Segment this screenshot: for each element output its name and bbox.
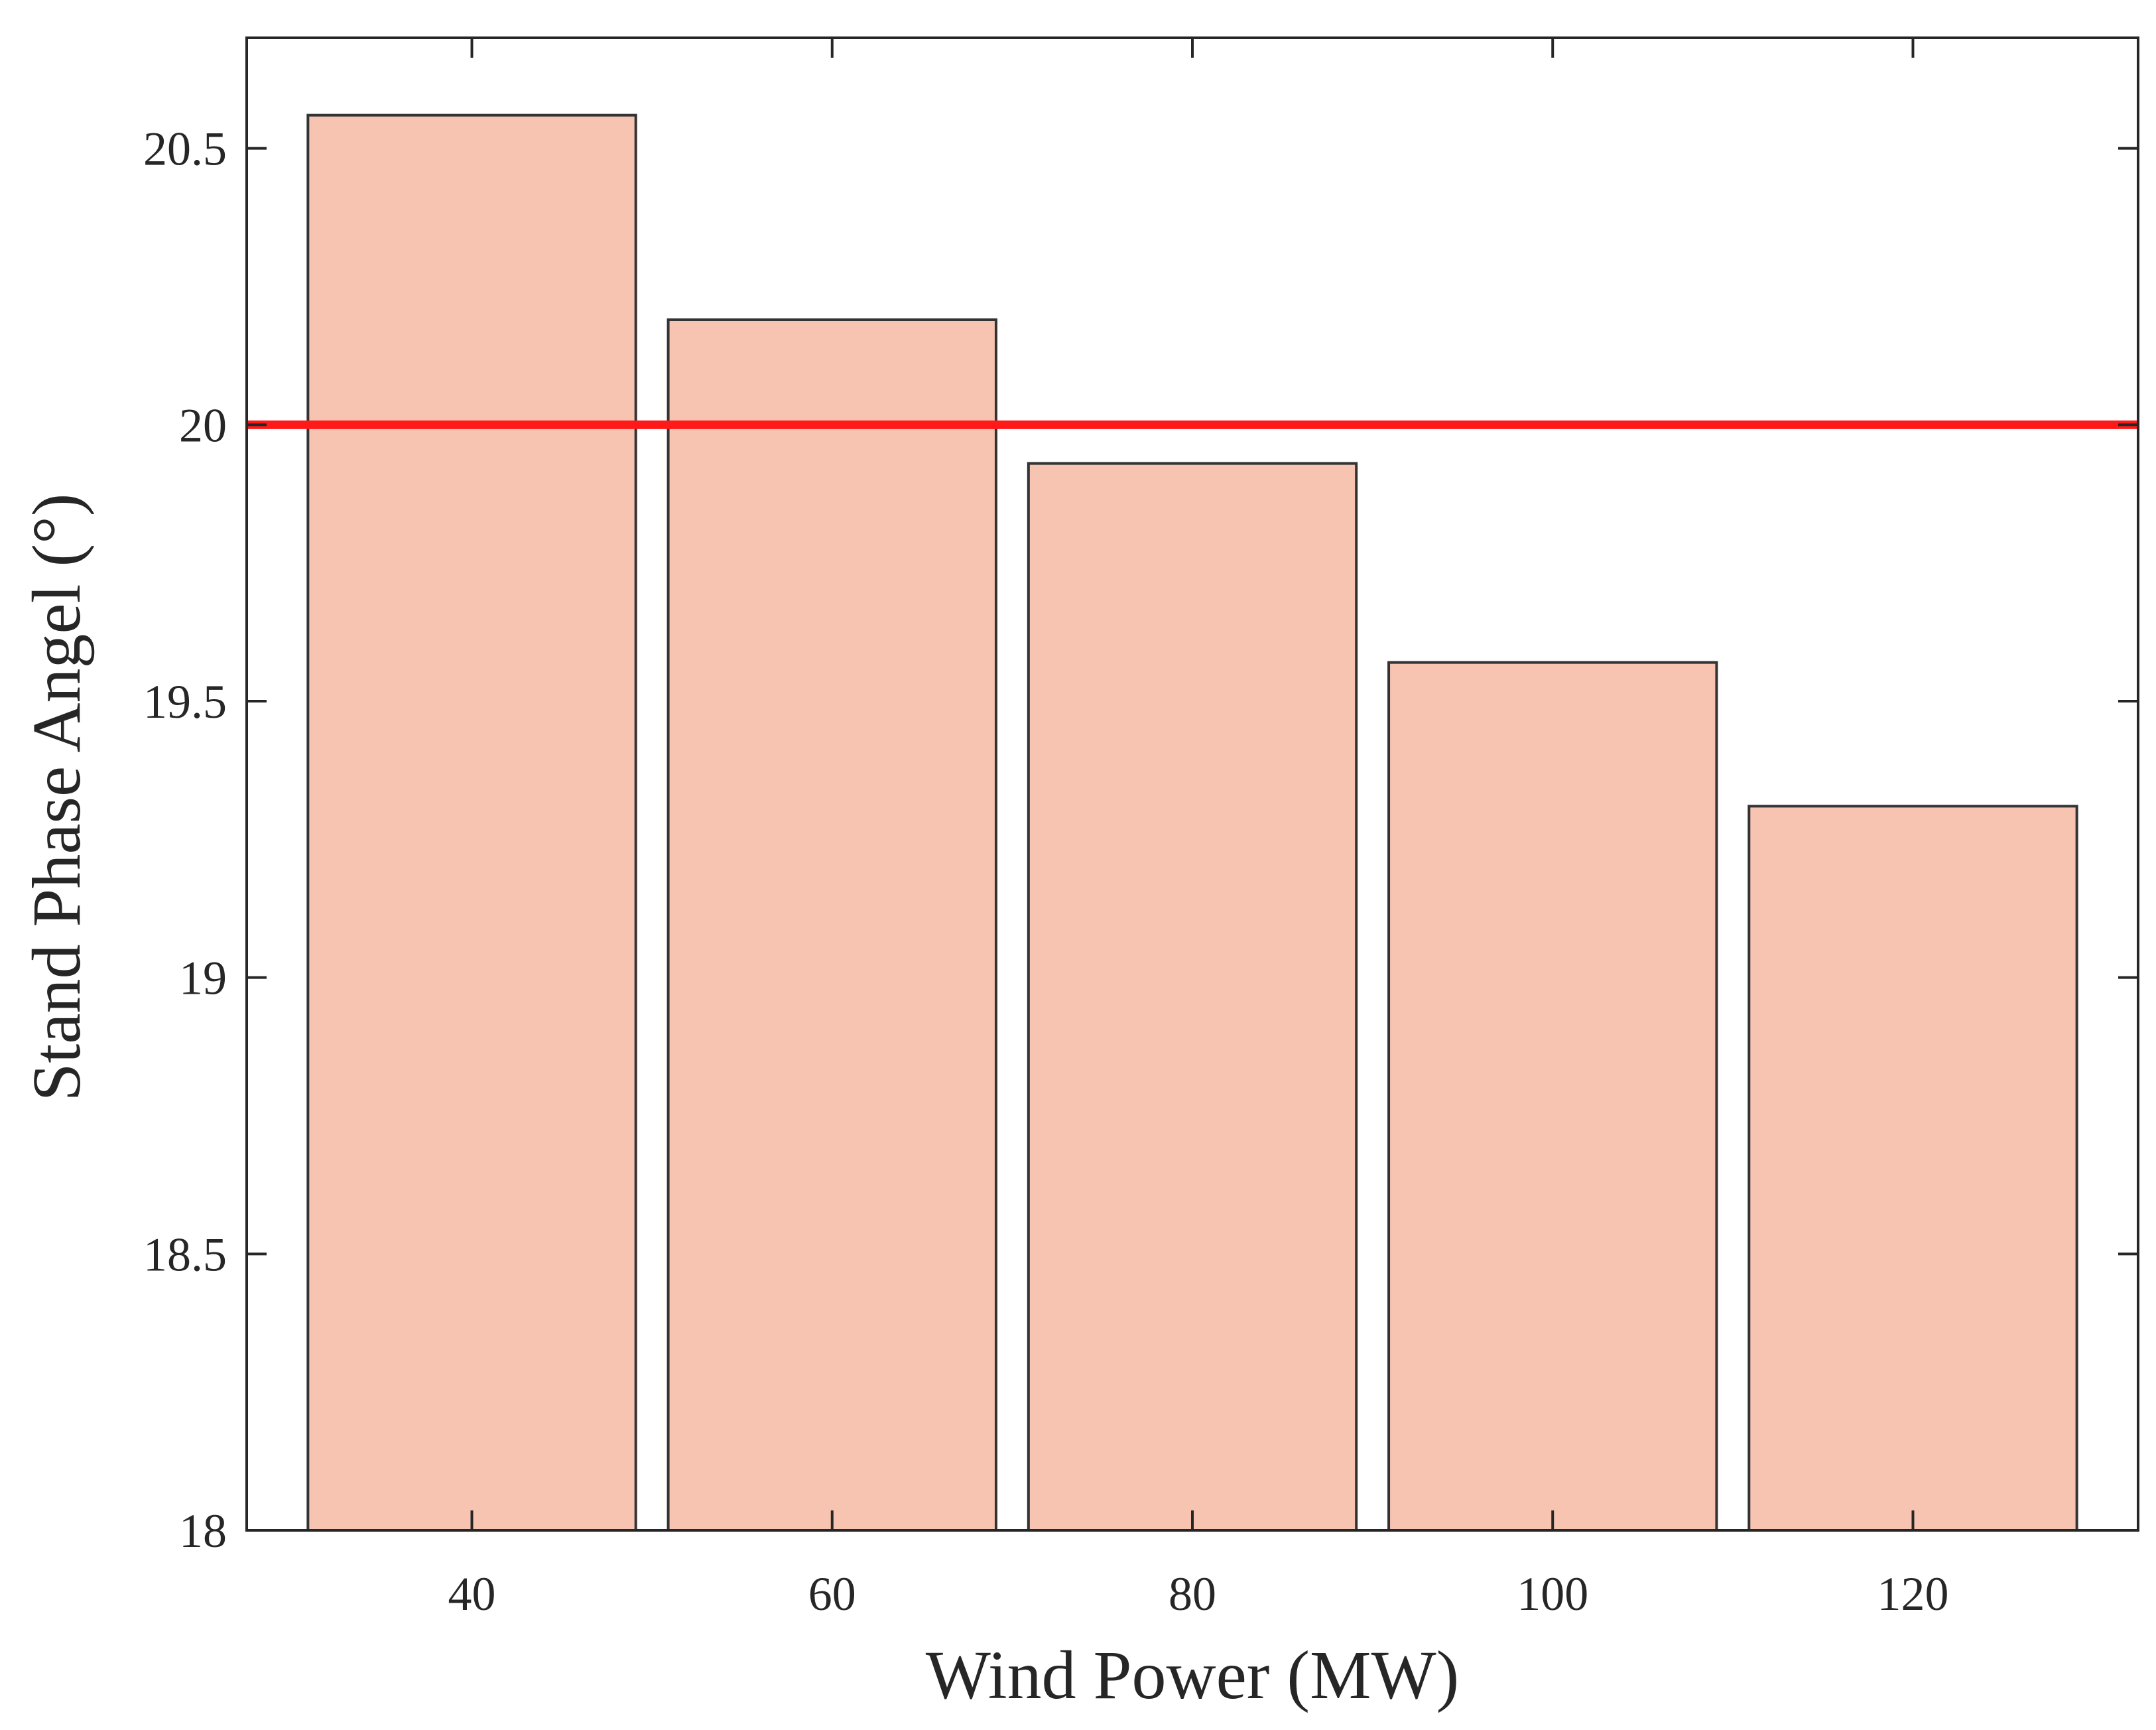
- y-tick-label-18: 18: [179, 1504, 227, 1558]
- bar-100: [1387, 661, 1718, 1532]
- y-tick-label-19: 19: [179, 952, 227, 1005]
- x-tick-label-40: 40: [448, 1567, 496, 1621]
- x-tick-label-120: 120: [1877, 1567, 1948, 1621]
- bar-40: [306, 113, 637, 1532]
- x-tick-label-100: 100: [1517, 1567, 1588, 1621]
- y-tick-label-20.5: 20.5: [143, 123, 227, 176]
- y-axis-label: Stand Phase Angel (°): [19, 494, 95, 1102]
- y-tick-label-19.5: 19.5: [143, 675, 227, 728]
- y-tick-label-20: 20: [179, 399, 227, 452]
- bars-group: [306, 113, 2078, 1532]
- bar-80: [1027, 462, 1358, 1532]
- bar-60: [666, 318, 997, 1532]
- axes-group: [245, 36, 2139, 1532]
- tick-labels-group: 40 60 80 100 120 18 18.5 19 19.5 20 20.5: [143, 123, 1948, 1621]
- x-tick-label-60: 60: [808, 1567, 856, 1621]
- bar-120: [1747, 805, 2078, 1532]
- y-tick-label-18.5: 18.5: [143, 1228, 227, 1281]
- x-axis-label: Wind Power (MW): [926, 1637, 1460, 1713]
- x-tick-label-80: 80: [1169, 1567, 1216, 1621]
